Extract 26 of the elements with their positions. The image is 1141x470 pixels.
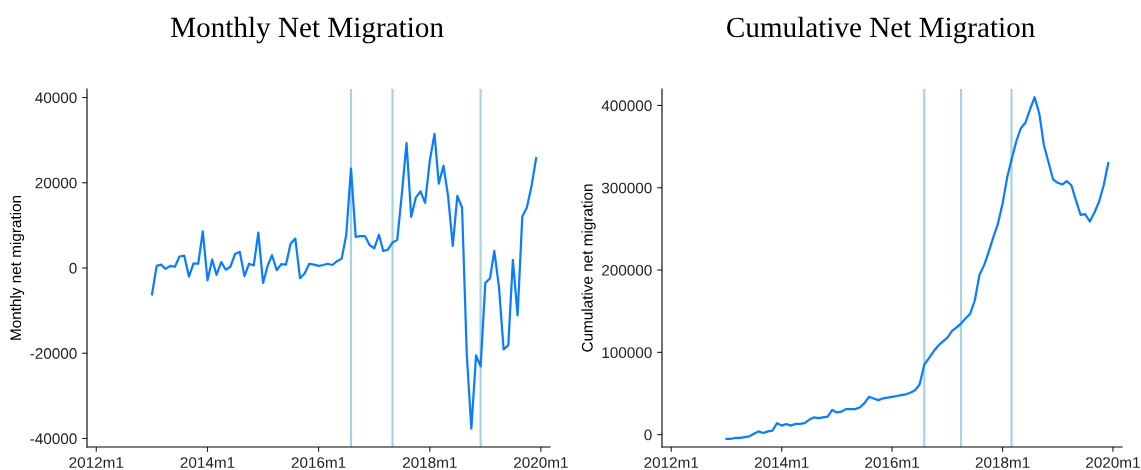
- x-tick-label: 2016m1: [291, 457, 346, 468]
- line-series: [150, 132, 538, 430]
- y-axis-title: Monthly net migration: [9, 195, 25, 340]
- y-tick-label: 100000: [602, 347, 652, 359]
- x-tick-label: 2016m1: [865, 457, 919, 468]
- x-tick-label: 2018m1: [402, 457, 457, 468]
- x-tick-label: 2012m1: [69, 457, 124, 468]
- y-tick-label: 0: [69, 262, 77, 274]
- x-tick-label: 2012m1: [644, 457, 699, 468]
- x-tick-label: 2014m1: [180, 457, 235, 468]
- y-tick-label: -20000: [30, 348, 77, 359]
- x-tick-label: 2020m1: [1086, 457, 1140, 468]
- y-tick-label: 0: [644, 429, 652, 441]
- y-axis-title: Cumulative net migration: [581, 184, 596, 352]
- y-tick-label: 20000: [35, 177, 77, 189]
- line-series: [725, 96, 1110, 440]
- y-tick-label: -40000: [30, 433, 77, 445]
- y-tick-label: 200000: [602, 264, 652, 276]
- chart-title: Cumulative Net Migration: [727, 16, 1035, 44]
- y-tick-label: 40000: [35, 92, 77, 104]
- x-tick-label: 2018m1: [975, 457, 1030, 468]
- chart-title: Monthly Net Migration: [171, 16, 444, 44]
- y-tick-label: 400000: [601, 100, 652, 112]
- x-tick-label: 2014m1: [754, 457, 809, 468]
- x-tick-label: 2020m1: [514, 457, 568, 468]
- y-tick-label: 300000: [601, 182, 652, 194]
